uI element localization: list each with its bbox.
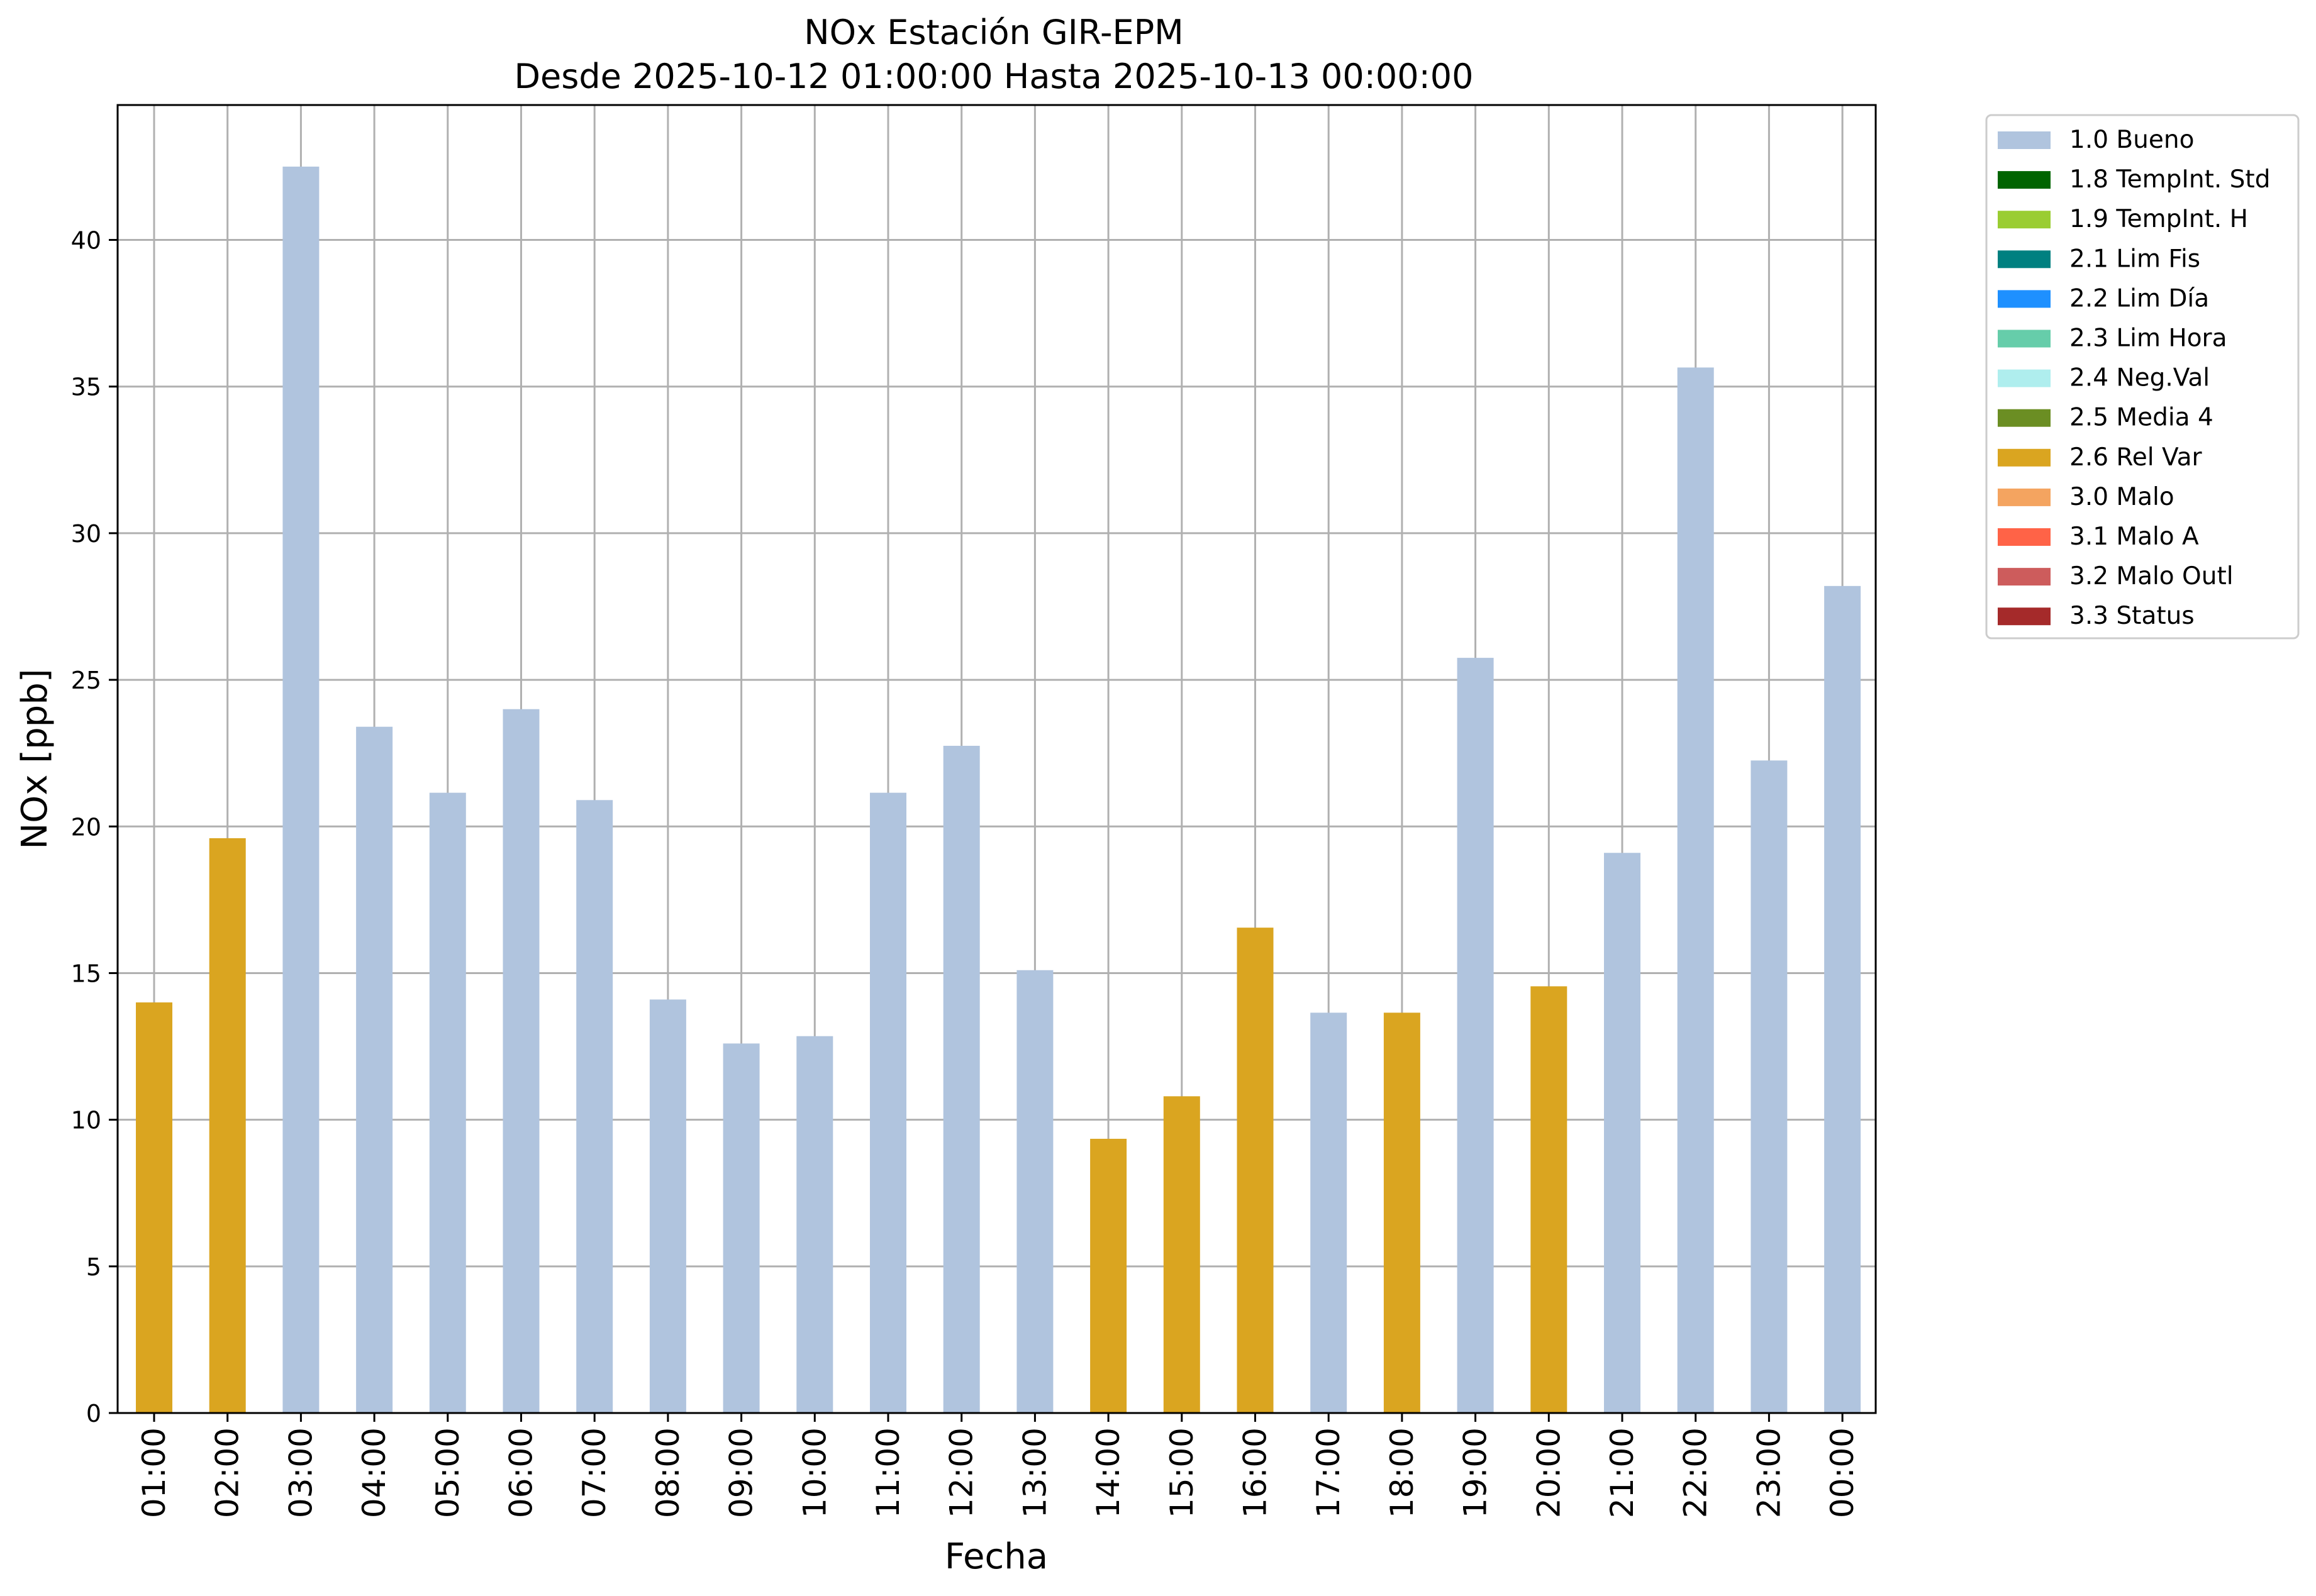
x-tick-label: 16:00 (1237, 1427, 1274, 1518)
bar-20:00 (1530, 986, 1567, 1413)
legend-label: 3.3 Status (2069, 602, 2195, 630)
bar-16:00 (1237, 928, 1274, 1413)
legend-label: 3.2 Malo Outl (2069, 562, 2234, 590)
legend-frame (1985, 114, 2300, 640)
x-tick-label: 04:00 (356, 1427, 392, 1518)
x-tick-label: 12:00 (944, 1427, 980, 1518)
y-tick-label: 30 (71, 520, 101, 548)
x-tick-label: 05:00 (430, 1427, 466, 1518)
legend-label: 1.8 TempInt. Std (2069, 165, 2270, 194)
x-tick-label: 08:00 (650, 1427, 686, 1518)
bar-01:00 (136, 1002, 172, 1413)
legend-label: 1.9 TempInt. H (2069, 205, 2248, 233)
plot-frame (116, 104, 1877, 1414)
legend-label: 2.6 Rel Var (2069, 443, 2203, 472)
x-tick-label: 10:00 (796, 1427, 833, 1518)
y-tick-label: 20 (71, 813, 101, 841)
legend-swatch (1998, 409, 2051, 427)
x-tick-label: 07:00 (576, 1427, 613, 1518)
bar-21:00 (1604, 853, 1640, 1413)
x-tick-label: 20:00 (1530, 1427, 1567, 1518)
x-axis-label: Fecha (945, 1536, 1048, 1577)
chart-title: NOx Estación GIR-EPM (804, 13, 1184, 52)
legend-label: 2.1 Lim Fis (2069, 245, 2200, 273)
legend-swatch (1998, 171, 2051, 189)
x-tick-label: 03:00 (282, 1427, 319, 1518)
bar-15:00 (1163, 1096, 1200, 1413)
x-tick-label: 06:00 (503, 1427, 540, 1518)
legend-swatch (1998, 250, 2051, 269)
y-tick-label: 15 (71, 960, 101, 987)
x-axis-ticks: 01:00 02:00 03:00 04:00 05:00 06:00 07:00 08:00… (136, 1413, 1861, 1518)
x-tick-label: 13:00 (1016, 1427, 1053, 1518)
legend-swatch (1998, 131, 2051, 149)
legend-swatch (1998, 448, 2051, 467)
x-tick-label: 22:00 (1678, 1427, 1714, 1518)
legend-label: 2.2 Lim Día (2069, 284, 2209, 313)
y-tick-label: 40 (71, 227, 101, 255)
bar-22:00 (1677, 367, 1714, 1413)
y-tick-label: 25 (71, 667, 101, 694)
bars (136, 166, 1861, 1414)
x-tick-label: 15:00 (1164, 1427, 1200, 1518)
x-tick-label: 14:00 (1090, 1427, 1127, 1518)
bar-19:00 (1457, 658, 1494, 1413)
legend-label: 2.3 Lim Hora (2069, 324, 2227, 353)
bar-10:00 (796, 1036, 833, 1413)
legend-swatch (1998, 568, 2051, 586)
legend-swatch (1998, 211, 2051, 229)
legend-swatch (1998, 290, 2051, 308)
x-tick-label: 23:00 (1751, 1427, 1787, 1518)
legend-label: 2.4 Neg.Val (2069, 364, 2210, 392)
legend-label: 3.1 Malo A (2069, 523, 2199, 551)
bar-05:00 (429, 792, 466, 1413)
x-tick-label: 11:00 (870, 1427, 906, 1518)
legend-label: 1.0 Bueno (2069, 126, 2194, 154)
bar-17:00 (1310, 1012, 1347, 1413)
bar-13:00 (1016, 970, 1054, 1413)
bar-08:00 (649, 999, 686, 1413)
x-tick-label: 21:00 (1604, 1427, 1640, 1518)
legend-label: 3.0 Malo (2069, 483, 2174, 511)
legend-swatch (1998, 369, 2051, 387)
y-tick-label: 35 (71, 374, 101, 401)
x-tick-label: 01:00 (136, 1427, 172, 1518)
y-tick-label: 0 (86, 1400, 101, 1427)
bar-06:00 (503, 709, 540, 1413)
y-axis-label: NOx [ppb] (14, 668, 55, 849)
bar-11:00 (870, 792, 906, 1413)
bar-03:00 (282, 166, 320, 1413)
x-tick-label: 09:00 (723, 1427, 760, 1518)
y-tick-label: 10 (71, 1107, 101, 1134)
legend-label: 2.5 Media 4 (2069, 404, 2213, 432)
legend-swatch (1998, 528, 2051, 546)
y-axis-ticks: 0 5 10 15 20 25 30 35 40 (71, 227, 118, 1427)
legend-swatch (1998, 607, 2051, 626)
bar-23:00 (1751, 760, 1788, 1413)
legend-swatch (1998, 330, 2051, 348)
x-tick-label: 17:00 (1310, 1427, 1347, 1518)
chart-subtitle: Desde 2025-10-12 01:00:00 Hasta 2025-10-… (514, 57, 1473, 96)
bar-12:00 (943, 746, 980, 1413)
x-tick-label: 19:00 (1457, 1427, 1494, 1518)
x-tick-label: 18:00 (1384, 1427, 1420, 1518)
legend: 1.0 Bueno 1.8 TempInt. Std 1.9 TempInt. H 2… (1985, 114, 2300, 640)
bar-02:00 (209, 838, 246, 1413)
bar-18:00 (1383, 1012, 1420, 1413)
y-tick-label: 5 (86, 1253, 101, 1281)
bar-07:00 (576, 800, 613, 1413)
bar-04:00 (356, 726, 393, 1413)
x-tick-label: 02:00 (209, 1427, 246, 1518)
bar-14:00 (1090, 1138, 1127, 1413)
legend-items: 1.0 Bueno 1.8 TempInt. Std 1.9 TempInt. H 2… (1998, 126, 2270, 630)
x-tick-label: 00:00 (1824, 1427, 1861, 1518)
bar-00:00 (1824, 585, 1861, 1414)
legend-swatch (1998, 488, 2051, 506)
bar-09:00 (723, 1043, 760, 1413)
